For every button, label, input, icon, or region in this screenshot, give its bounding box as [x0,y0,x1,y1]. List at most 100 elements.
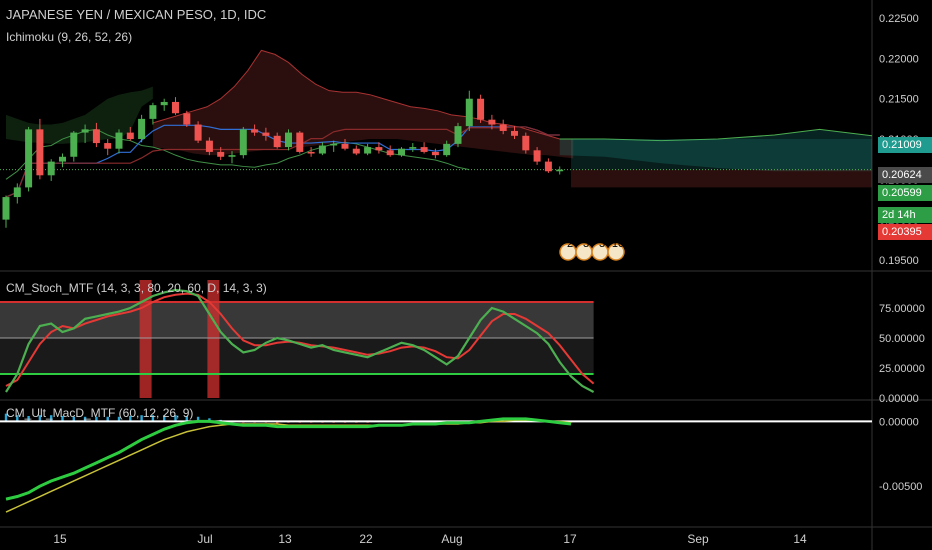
candle-body [205,140,213,152]
candle-body [70,132,78,157]
candle-body [160,101,168,106]
candle-body [285,132,292,148]
stoch-highlight-bar [139,280,152,398]
time-axis-tick: Sep [687,532,709,546]
event-badge-count: 10 [612,238,624,250]
macd-histogram-bar [4,413,8,422]
stoch-label[interactable]: CM_Stoch_MTF (14, 3, 3, 80, 20, 60, D, 1… [6,281,267,295]
candle-body [59,156,66,162]
candle-body [307,151,315,154]
candle-body [375,147,383,151]
candle-body [92,129,100,144]
stoch-d-line [5,292,595,387]
macd-histogram-bar [61,415,64,422]
macd-histogram-bar [27,415,30,422]
candle-body [556,169,564,172]
candle-body [341,143,349,149]
ichimoku-cloud-future [559,129,872,172]
candle-body [13,187,21,198]
macd-histogram-bar [106,416,109,422]
macd-histogram-bar [151,415,155,422]
senkou-span-a [559,128,873,142]
macd-histogram-bar [276,421,279,424]
macd-histogram-bar [129,415,132,422]
time-axis-tick: 13 [278,532,292,546]
candle-body [398,148,405,156]
candle-body [25,129,33,188]
time-axis-tick: 15 [53,532,67,546]
price-axis-tick: 0.19500 [879,255,919,267]
candle-body [2,197,10,220]
stoch-axis-tick: 0.00000 [879,393,919,405]
candle-body [296,132,304,152]
candle-body [239,129,247,156]
candle-body [126,132,134,140]
macd-histogram-bar [117,416,121,422]
candle-body [47,161,55,176]
macd-histogram-bar [185,415,188,422]
candle-body [262,132,270,136]
candle-body [477,98,485,120]
stoch-axis-tick: 75.00000 [879,303,925,315]
macd-histogram-bar [83,416,87,422]
countdown-tag: 2d 14h [878,207,932,223]
risk-zone [571,169,872,188]
candle-body [499,124,507,131]
candle-body [115,132,123,149]
candle-body [228,155,236,157]
stoch-axis-tick: 50.00000 [879,333,925,345]
macd-line [5,417,572,501]
kijun-line [5,126,560,198]
event-badge [607,243,625,261]
event-badge-count: 2 [567,238,573,250]
symbol-title: JAPANESE YEN / MEXICAN PESO, 1D, IDC [6,7,267,22]
price-axis-tick: 0.22500 [879,13,919,25]
candle-body [318,145,326,154]
candle-body [409,147,417,149]
time-axis-tick: 22 [359,532,373,546]
time-axis-tick: 17 [563,532,577,546]
candle-body [183,113,191,125]
event-badge-count: 3 [599,238,605,250]
candle-body [544,161,552,172]
price-tag-teal: 0.21009 [878,137,932,153]
price-tag-red: 0.20395 [878,224,932,240]
candle-body [364,147,372,154]
candle-body [454,126,462,144]
candle-body [194,124,202,141]
macd-histogram-bar [140,415,143,422]
candle-body [352,148,360,154]
stoch-highlight-bar [207,280,220,398]
ichimoku-label[interactable]: Ichimoku (9, 26, 52, 26) [6,30,133,44]
time-axis-tick: 14 [793,532,807,546]
stoch-upper-band [0,302,594,338]
candle-body [511,130,518,136]
candle-body [104,143,112,149]
time-axis-tick: Jul [197,532,212,546]
event-badge-count: 3 [583,238,589,250]
candle-body [172,101,179,114]
macd-histogram-bar [196,416,200,422]
candle-body [330,143,338,146]
macd-histogram-bar [16,415,19,422]
macd-label[interactable]: CM_Ult_MacD_MTF (60, 12, 26, 9) [6,406,194,420]
macd-histogram-bar [38,415,42,422]
candle-body [431,151,439,156]
candle-body [420,147,428,152]
price-tag-last: 0.20624 [878,167,932,183]
candle-body [217,151,225,157]
macd-histogram-bar [95,416,98,422]
candle-body [273,135,281,148]
candle-body [533,150,541,162]
macd-histogram-bar [50,415,53,422]
macd-axis-tick: 0.00000 [879,416,919,428]
price-axis-tick: 0.22000 [879,53,919,65]
candle-body [251,129,259,133]
stoch-k-line [5,288,595,393]
macd-axis-tick: -0.00500 [879,481,922,493]
price-axis-tick: 0.21500 [879,94,919,106]
candle-body [386,150,394,156]
